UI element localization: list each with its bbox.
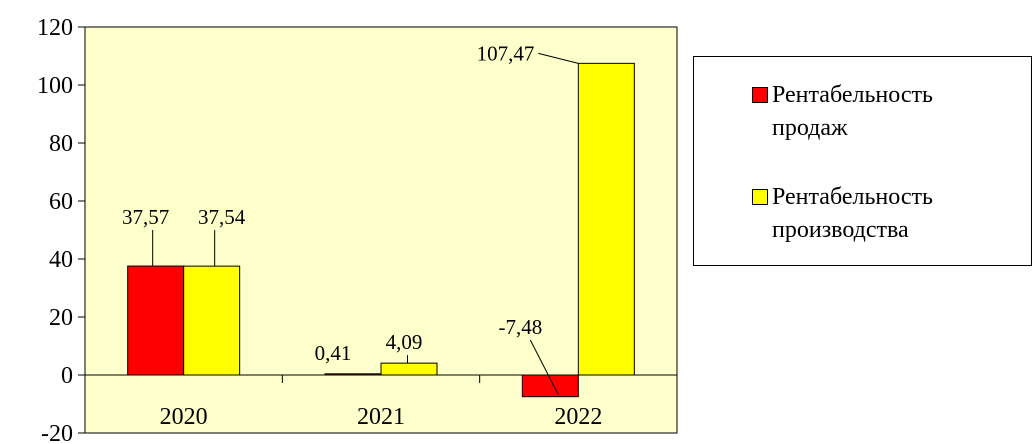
bar-production-2022 [577, 62, 635, 376]
legend-swatch-production [752, 189, 768, 205]
bar-sales-2021 [324, 373, 382, 376]
legend-label-sales-line2: продаж [772, 115, 848, 141]
data-label-production-2020: 37,54 [198, 205, 246, 229]
data-label-production-2022: 107,47 [477, 41, 535, 65]
legend-label-sales: Рентабельность продаж [772, 79, 933, 145]
legend-item-sales: Рентабельность продаж [752, 79, 933, 145]
y-tick-label: 100 [37, 73, 73, 99]
y-tick-label: 120 [37, 15, 73, 41]
legend-label-production-line1: Рентабельность [772, 184, 933, 210]
y-tick-label: 20 [49, 305, 73, 331]
legend-label-production-line2: производства [772, 217, 909, 243]
bar-production-2020 [183, 265, 241, 376]
x-category-label: 2021 [357, 404, 405, 430]
legend-item-production: Рентабельность производства [752, 181, 933, 247]
data-label-sales-2020: 37,57 [122, 205, 169, 229]
data-label-sales-2021: 0,41 [315, 341, 352, 365]
legend-label-sales-line1: Рентабельность [772, 82, 933, 108]
y-tick-label: 60 [49, 189, 73, 215]
bar-sales-2020 [127, 265, 185, 376]
y-tick-label: -20 [41, 421, 73, 444]
y-tick-label: 0 [61, 363, 73, 389]
legend: Рентабельность продаж Рентабельность про… [693, 56, 1032, 266]
data-label-leader [538, 52, 579, 64]
x-category-label: 2022 [554, 404, 602, 430]
legend-label-production: Рентабельность производства [772, 181, 933, 247]
y-tick-label: 80 [49, 131, 73, 157]
y-axis: 120 100 80 60 40 20 0 -20 2020 2021 2022 [37, 15, 678, 444]
bar-production-2021 [380, 362, 438, 376]
y-tick-label: 40 [49, 247, 73, 273]
bar-sales-2022 [521, 374, 579, 398]
data-labels: 37,57 0,41 -7,48 37,54 4,09 107,47 [122, 41, 579, 395]
x-category-label: 2020 [160, 404, 208, 430]
data-label-sales-2022: -7,48 [498, 315, 542, 339]
data-label-production-2021: 4,09 [386, 330, 423, 354]
legend-swatch-sales [752, 87, 768, 103]
data-label-leader [529, 339, 559, 395]
bars [127, 62, 635, 398]
